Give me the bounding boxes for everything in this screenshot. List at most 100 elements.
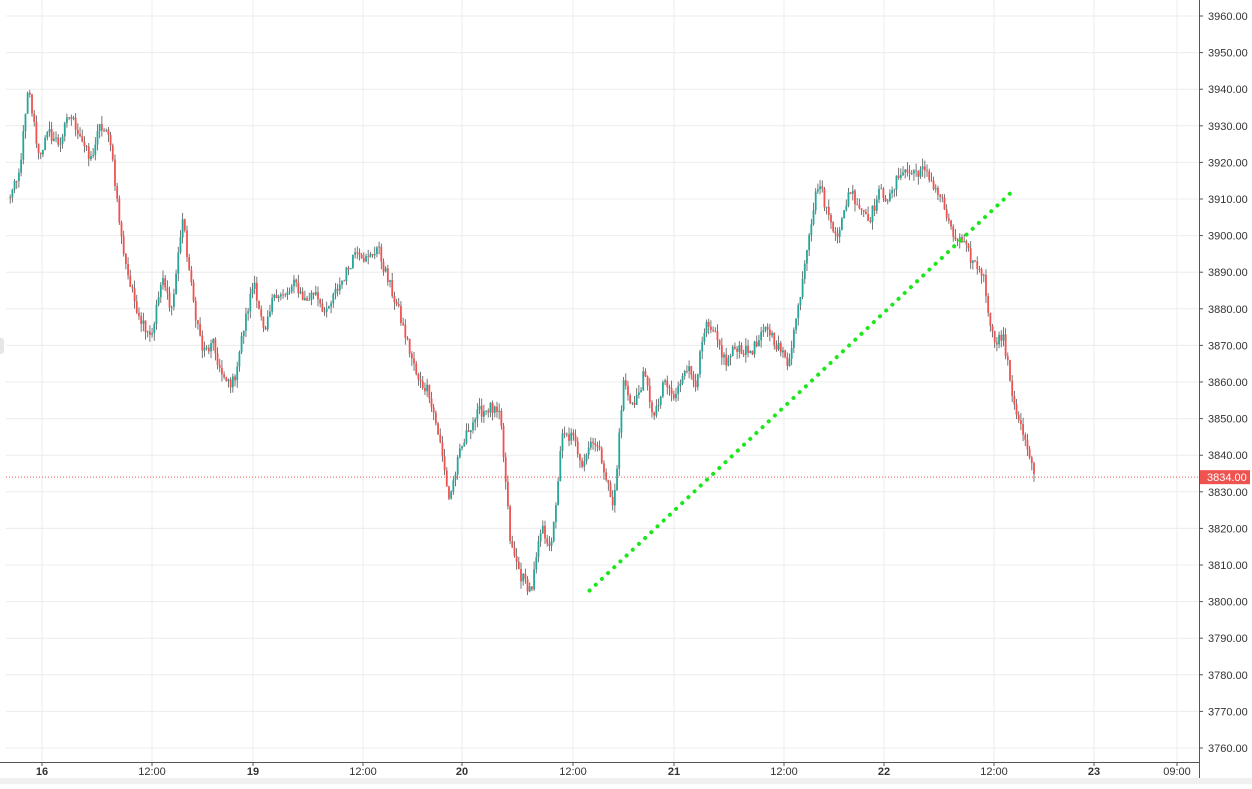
candle [100,116,103,137]
candle [889,189,891,203]
candle [1028,445,1031,460]
candle [397,297,400,308]
candle [282,289,284,299]
candle [175,269,177,295]
candle [50,122,53,145]
candle [535,552,538,574]
candle [46,131,49,141]
candle [904,169,907,179]
candle [218,358,221,373]
candle [18,168,20,188]
candle [194,296,197,328]
panel-resize-handle[interactable] [0,338,4,354]
candle [976,256,979,275]
candle [965,239,968,252]
candle [288,287,291,295]
candle [358,248,361,261]
candle [321,298,324,312]
candle [533,561,535,591]
candle [692,370,695,388]
candle [103,128,105,132]
candle [816,183,819,194]
candle [821,180,824,193]
candle [600,446,603,465]
candle [72,115,75,121]
candle [426,378,429,397]
candle [1022,417,1024,442]
candle [646,375,649,391]
candle [875,195,878,214]
candle [1011,375,1014,403]
price-axis[interactable]: 3960.00 3950.00 3940.00 3930.00 3920.00 3910.… [1199,0,1252,784]
candle [851,184,854,201]
candle [810,219,813,242]
candle [489,402,492,418]
candle [827,199,830,221]
candle [371,253,374,258]
candle [330,300,332,314]
candle [703,328,706,345]
candle [135,294,138,315]
candle [690,365,693,380]
candle [725,347,728,371]
candle [327,305,330,309]
candle [434,410,437,426]
time-tick-label: 21 [668,766,680,778]
candle [15,180,18,189]
candle [987,293,990,317]
candle [854,189,856,212]
candle [428,384,431,404]
price-tick-label: 3780.00 [1208,670,1248,682]
candle [899,168,902,181]
candle [107,126,110,142]
price-tick-label: 3940.00 [1208,84,1248,96]
candle [249,287,252,319]
candle [456,454,459,480]
candle [507,475,509,510]
candle [526,576,529,596]
candle [229,377,232,394]
candle [382,258,385,276]
candle [982,273,985,283]
candle [151,327,153,338]
candle [668,384,671,396]
price-axis-background [1199,0,1252,784]
candle [301,287,304,301]
candle [629,393,632,405]
candle [751,350,754,356]
candle [775,340,778,352]
candle [941,193,944,203]
candle [389,279,391,288]
candle [303,290,306,301]
candle [186,225,188,262]
candle [395,298,398,307]
price-tick-label: 3770.00 [1208,706,1248,718]
candle [247,307,250,321]
candle [943,194,946,211]
candle [162,270,164,290]
chart-scrollbar[interactable] [0,778,1252,784]
candle [705,319,708,337]
candle [550,537,553,552]
candle [565,432,568,437]
candle [862,209,865,217]
candle [83,136,86,153]
candle [666,375,669,395]
candle [258,300,260,310]
candle [830,212,832,230]
candle [472,417,474,434]
candle [579,453,581,468]
candle [44,135,47,151]
time-tick-label: 12:00 [980,766,1008,778]
candle [26,91,29,114]
candle [480,398,483,423]
candle [945,204,948,222]
candle [212,338,215,351]
candle [159,282,162,303]
candle [971,259,974,270]
candle [648,378,651,409]
candle [269,304,271,318]
candle [727,355,730,367]
